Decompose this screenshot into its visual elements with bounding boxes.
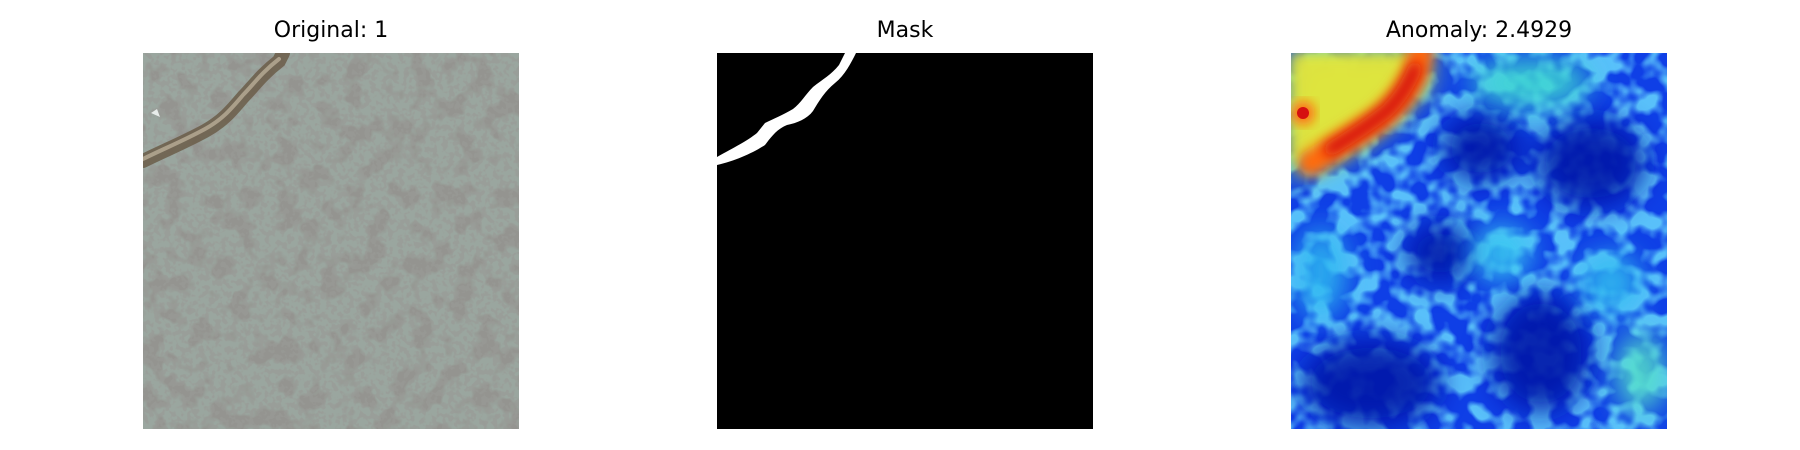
mask-panel: Mask [717, 0, 1093, 450]
mask-image [717, 53, 1093, 429]
anomaly-heatmap [1291, 53, 1667, 429]
anomaly-title: Anomaly: 2.4929 [1385, 18, 1573, 43]
mask-title: Mask [876, 18, 934, 43]
anomaly-panel: Anomaly: 2.4929 [1291, 0, 1667, 450]
original-title: Original: 1 [273, 18, 389, 43]
original-image [143, 53, 519, 429]
original-panel: Original: 1 [143, 0, 519, 450]
